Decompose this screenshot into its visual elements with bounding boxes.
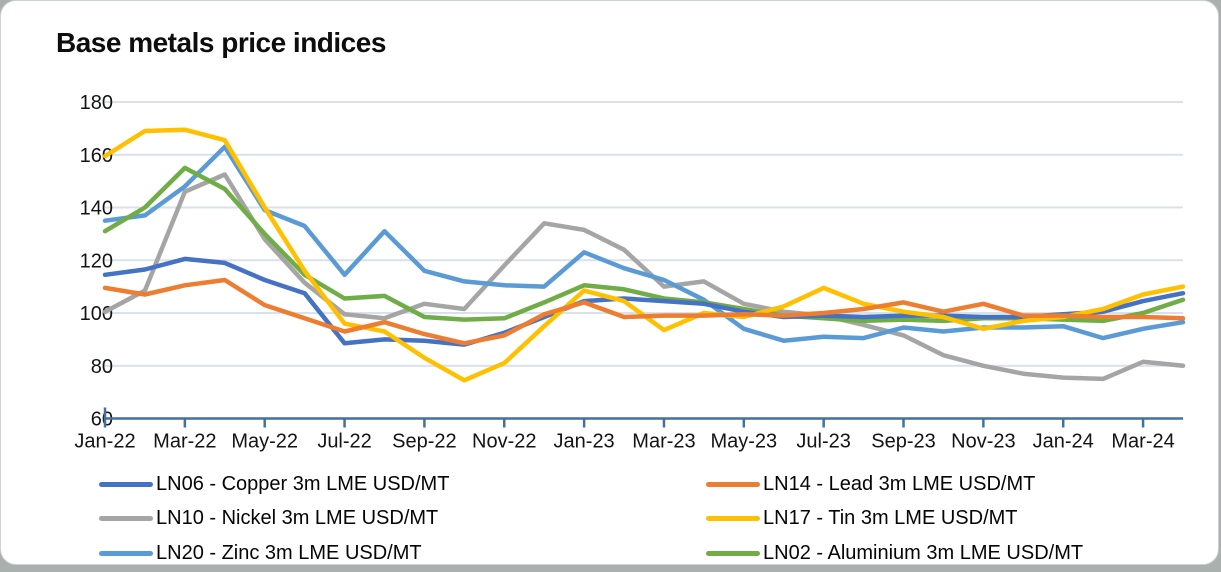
x-axis-tick-label: Nov-22 — [472, 431, 536, 453]
y-axis-tick-label: 180 — [80, 92, 113, 114]
legend-line-swatch-ln17 — [706, 516, 760, 522]
series-line-ln14 — [102, 277, 1186, 346]
y-axis-tick-label: 120 — [80, 250, 113, 272]
series-line-ln06 — [102, 256, 1186, 347]
chart-title: Base metals price indices — [56, 27, 386, 58]
x-axis-tick-label: May-23 — [710, 431, 777, 453]
legend-label: LN10 - Nickel 3m LME USD/MT — [156, 507, 439, 530]
legend-item-ln14: LN14 - Lead 3m LME USD/MT — [706, 467, 1083, 502]
line-chart-plot-area: 60 80 100 120 140 160 180 Jan-22 Mar-22 May-22 Jul… — [74, 92, 1186, 453]
x-axis-tick-label: Mar-22 — [153, 431, 216, 453]
legend-item-ln17: LN17 - Tin 3m LME USD/MT — [706, 502, 1083, 537]
x-axis-tick-label: Sep-23 — [871, 431, 936, 453]
x-axis-tick-label: Mar-23 — [632, 431, 695, 453]
legend-column-2: LN14 - Lead 3m LME USD/MT LN17 - Tin 3m L… — [706, 467, 1083, 571]
x-axis-tick-label: Jan-22 — [74, 431, 135, 453]
legend-line-swatch-ln14 — [706, 481, 760, 487]
legend-item-ln20: LN20 - Zinc 3m LME USD/MT — [99, 536, 449, 571]
legend-label: LN17 - Tin 3m LME USD/MT — [763, 507, 1018, 530]
legend-label: LN02 - Aluminium 3m LME USD/MT — [763, 541, 1084, 564]
legend-line-swatch-ln02 — [706, 550, 760, 556]
x-axis-tick-label: Mar-24 — [1111, 431, 1174, 453]
y-axis-tick-label: 80 — [91, 356, 113, 378]
x-axis-tick-label: Jan-24 — [1033, 431, 1094, 453]
y-axis-tick-label: 160 — [80, 145, 113, 167]
x-axis-tick-label: Jan-23 — [554, 431, 615, 453]
series-line-ln17 — [102, 127, 1186, 383]
y-axis-tick-label: 60 — [91, 409, 113, 431]
series-line-ln20 — [102, 144, 1186, 343]
legend-line-swatch-ln06 — [99, 481, 153, 487]
legend-item-ln06: LN06 - Copper 3m LME USD/MT — [99, 467, 449, 502]
legend-line-swatch-ln10 — [99, 516, 153, 522]
x-axis-tick-label: May-22 — [231, 431, 298, 453]
legend-label: LN06 - Copper 3m LME USD/MT — [156, 472, 450, 495]
chart-legend: LN06 - Copper 3m LME USD/MT LN10 - Nickel… — [1, 467, 1220, 571]
legend-column-1: LN06 - Copper 3m LME USD/MT LN10 - Nickel… — [99, 467, 449, 571]
legend-label: LN14 - Lead 3m LME USD/MT — [763, 472, 1036, 495]
legend-label: LN20 - Zinc 3m LME USD/MT — [156, 541, 422, 564]
legend-item-ln10: LN10 - Nickel 3m LME USD/MT — [99, 502, 449, 537]
y-axis-tick-label: 100 — [80, 303, 113, 325]
legend-item-ln02: LN02 - Aluminium 3m LME USD/MT — [706, 536, 1083, 571]
y-axis-tick-label: 140 — [80, 198, 113, 220]
x-axis-tick-label: Sep-22 — [392, 431, 457, 453]
x-axis-tick-label: Jul-22 — [317, 431, 371, 453]
series-line-ln10 — [102, 172, 1186, 382]
x-axis-tick-label: Nov-23 — [951, 431, 1015, 453]
x-axis-tick-label: Jul-23 — [796, 431, 850, 453]
legend-line-swatch-ln20 — [99, 550, 153, 556]
